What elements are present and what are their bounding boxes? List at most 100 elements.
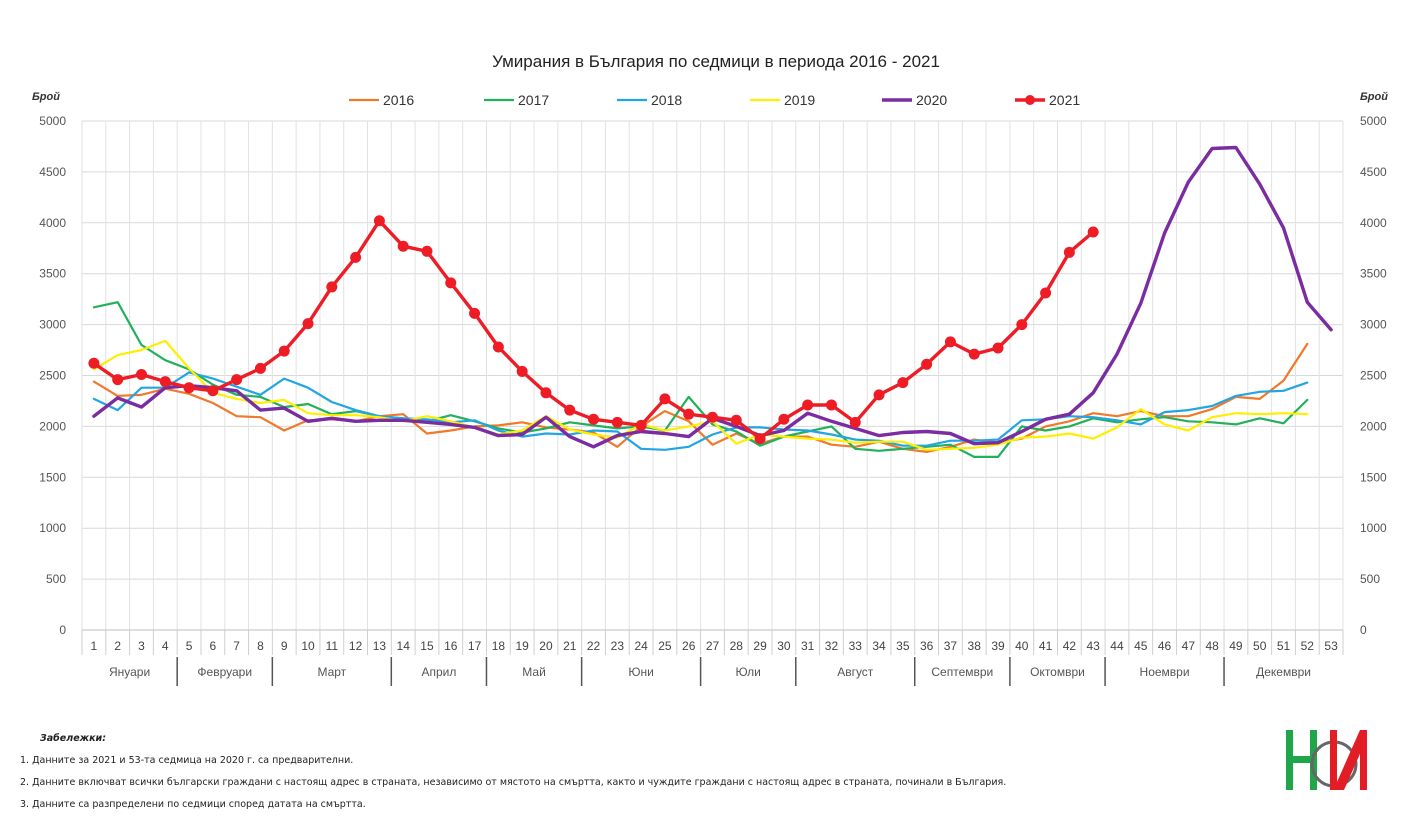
point-2021 <box>135 368 147 380</box>
legend-item-2017: 2017 <box>484 92 549 108</box>
x-tick-label: 53 <box>1324 639 1338 653</box>
x-tick-label: 51 <box>1277 639 1291 653</box>
x-tick-label: 43 <box>1086 639 1100 653</box>
x-tick-label: 25 <box>658 639 672 653</box>
line-2021 <box>92 219 1095 441</box>
notes-header: Забележки: <box>40 733 106 744</box>
point-2021 <box>635 419 647 431</box>
x-tick-label: 16 <box>444 639 458 653</box>
month-label: Декември <box>1256 665 1311 679</box>
y-tick-label-left: 4500 <box>39 165 66 179</box>
series-2018 <box>92 371 1309 451</box>
y-axis-right: 0 500 1000 1500 2000 2500 3000 3500 4000 4500 5000 <box>1360 114 1387 637</box>
x-tick-label: 50 <box>1253 639 1267 653</box>
x-tick-label: 21 <box>563 639 577 653</box>
y-tick-label-left: 3000 <box>39 318 66 332</box>
x-tick-label: 4 <box>162 639 169 653</box>
point-2021 <box>730 414 742 426</box>
point-2021 <box>778 413 790 425</box>
x-tick-label: 52 <box>1301 639 1315 653</box>
point-2021 <box>588 413 600 425</box>
x-tick-label: 15 <box>420 639 434 653</box>
point-2021 <box>88 357 100 369</box>
x-tick-label: 10 <box>301 639 315 653</box>
x-tick-label: 47 <box>1182 639 1196 653</box>
point-2021 <box>683 408 695 420</box>
x-tick-label: 8 <box>257 639 264 653</box>
line-2019 <box>92 339 1309 451</box>
line-2020 <box>92 145 1333 449</box>
x-tick-label: 32 <box>825 639 839 653</box>
point-2021 <box>707 411 718 423</box>
point-2021 <box>825 399 837 411</box>
x-tick-label: 28 <box>730 639 744 653</box>
legend-marker <box>1025 95 1035 105</box>
x-tick-label: 18 <box>492 639 506 653</box>
chart-title: Умирания в България по седмици в периода… <box>492 52 940 71</box>
y-tick-label-left: 500 <box>46 572 66 586</box>
x-tick-label: 31 <box>801 639 815 653</box>
series-2016 <box>92 342 1309 453</box>
month-label: Юли <box>736 665 761 679</box>
x-tick-label: 3 <box>138 639 145 653</box>
y-tick-label-right: 2500 <box>1360 369 1387 383</box>
x-tick-label: 26 <box>682 639 696 653</box>
y-tick-label-right: 4000 <box>1360 216 1387 230</box>
point-2021 <box>112 374 124 386</box>
y-tick-label-right: 1500 <box>1360 470 1387 484</box>
month-label: Януари <box>109 665 150 679</box>
point-2021 <box>897 377 909 389</box>
point-2021 <box>445 277 457 289</box>
y-tick-label-right: 5000 <box>1360 114 1387 128</box>
y-tick-label-left: 1000 <box>39 521 66 535</box>
legend-item-2019: 2019 <box>750 92 815 108</box>
x-tick-label: 35 <box>896 639 910 653</box>
point-2021 <box>183 382 195 394</box>
x-tick-label: 9 <box>281 639 288 653</box>
point-2021 <box>754 433 766 445</box>
x-tick-label: 23 <box>611 639 625 653</box>
x-tick-label: 1 <box>91 639 98 653</box>
y-tick-label-left: 4000 <box>39 216 66 230</box>
month-label: Юни <box>628 665 653 679</box>
line-2016 <box>92 342 1309 453</box>
note-1: 1. Данните за 2021 и 53-та седмица на 20… <box>20 755 354 766</box>
notes: Забележки: 1. Данните за 2021 и 53-та се… <box>20 728 1006 816</box>
month-label: Октомври <box>1030 665 1085 679</box>
x-tick-label: 41 <box>1039 639 1053 653</box>
x-tick-label: 12 <box>349 639 363 653</box>
x-tick-label: 24 <box>634 639 648 653</box>
legend-label: 2021 <box>1049 92 1080 108</box>
point-2021 <box>849 416 861 428</box>
legend-label: 2018 <box>651 92 682 108</box>
line-2018 <box>92 371 1309 451</box>
y-tick-label-left: 2000 <box>39 419 66 433</box>
y-axis-label-left: Брой <box>32 91 60 103</box>
x-tick-label: 2 <box>114 639 121 653</box>
legend-label: 2016 <box>383 92 414 108</box>
y-tick-label-right: 1000 <box>1360 521 1387 535</box>
point-2021 <box>992 342 1004 354</box>
legend-label: 2019 <box>784 92 815 108</box>
x-tick-label: 40 <box>1015 639 1029 653</box>
y-tick-label-right: 3500 <box>1360 267 1387 281</box>
x-tick-label: 42 <box>1063 639 1077 653</box>
x-tick-label: 48 <box>1205 639 1219 653</box>
point-2021 <box>1087 226 1099 238</box>
point-2021 <box>302 318 314 330</box>
x-tick-label: 27 <box>706 639 720 653</box>
point-2021 <box>159 376 171 388</box>
x-tick-label: 44 <box>1110 639 1124 653</box>
month-label: Август <box>837 665 874 679</box>
y-tick-label-right: 500 <box>1360 572 1380 586</box>
x-tick-label: 22 <box>587 639 601 653</box>
legend: 2016 2017 2018 2019 2020 2021 <box>349 92 1080 108</box>
point-2021 <box>873 389 885 401</box>
legend-label: 2017 <box>518 92 549 108</box>
point-2021 <box>421 245 433 257</box>
x-tick-label: 30 <box>777 639 791 653</box>
x-tick-label: 37 <box>944 639 958 653</box>
point-2021 <box>350 251 362 263</box>
point-2021 <box>373 215 385 227</box>
y-tick-label-left: 1500 <box>39 470 66 484</box>
